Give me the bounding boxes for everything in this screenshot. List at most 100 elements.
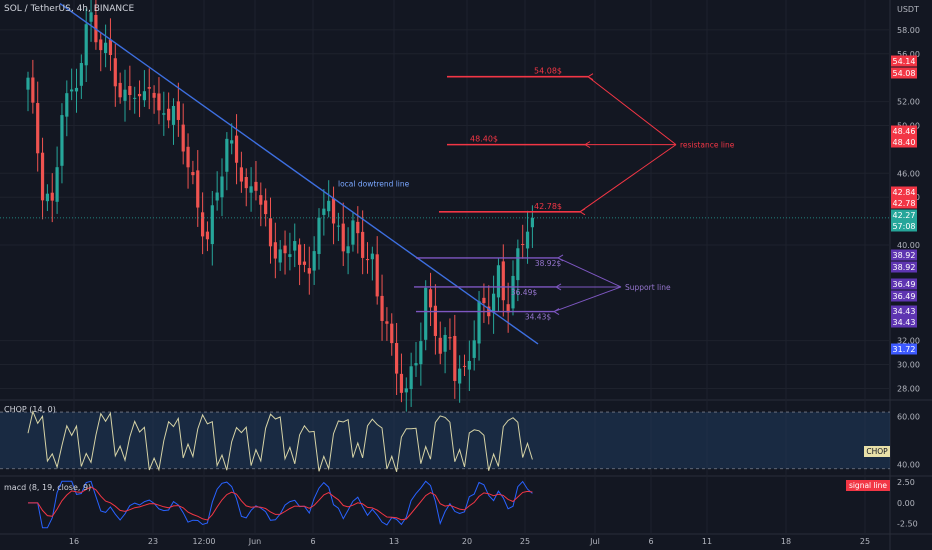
price-tag-box <box>891 290 917 302</box>
price-tag-text: 36.49 <box>893 292 916 301</box>
candle-body <box>273 242 277 259</box>
price-tag-text: 54.08 <box>893 69 916 78</box>
price-tag-box <box>891 186 917 198</box>
candle-body <box>365 259 370 261</box>
candle-body <box>244 176 248 189</box>
candle-body <box>191 172 195 176</box>
signal-tag-text: signal line <box>849 481 887 490</box>
downtrend-label: local dowtrend line <box>338 179 410 188</box>
price-tick-label: 40.00 <box>897 241 920 250</box>
candle-body <box>36 103 40 154</box>
time-tick-label: 6 <box>648 537 653 546</box>
support-level-label: 34.43$ <box>525 313 551 322</box>
candle-body <box>259 195 263 205</box>
price-tag-box <box>891 197 917 209</box>
candle-body <box>108 39 113 56</box>
chop-tick-label: 60.00 <box>897 412 920 421</box>
candle-body <box>26 77 30 90</box>
candle-body <box>74 87 79 92</box>
candle-body <box>70 89 74 92</box>
price-tick-label: 52.00 <box>897 98 920 107</box>
candle-body <box>530 217 534 228</box>
candle-body <box>278 249 282 263</box>
candle-body <box>60 115 64 166</box>
candle-body <box>288 254 292 257</box>
chop-line <box>27 409 533 472</box>
candle-body <box>443 334 447 352</box>
price-tag-text: 48.40 <box>893 138 916 147</box>
support-label: Support line <box>625 283 671 292</box>
resistance-pointer <box>579 144 677 213</box>
price-tag-box <box>891 125 917 137</box>
candle-body <box>268 218 273 247</box>
chop-tick-label: 40.00 <box>897 460 920 469</box>
price-tick-label: 30.00 <box>897 361 920 370</box>
candle-body <box>438 337 442 354</box>
candle-body <box>99 39 103 51</box>
time-tick-label: 11 <box>702 537 712 546</box>
price-tag-box <box>891 67 917 79</box>
candle-body <box>492 293 496 313</box>
candle-body <box>31 77 35 103</box>
resistance-level-label: 42.78$ <box>534 202 562 211</box>
axes: 58.0056.0052.0050.0046.0044.0040.0032.00… <box>69 26 920 546</box>
price-tag-text: 57:08 <box>892 222 915 231</box>
candle-body <box>196 170 200 208</box>
price-tag-box <box>891 305 917 317</box>
candle-body <box>128 86 132 96</box>
macd-tick-label: 2.50 <box>897 478 915 487</box>
price-tag-text: 42.84 <box>893 188 916 197</box>
candle-body <box>482 297 486 304</box>
candle-body <box>351 220 355 245</box>
time-tick-label: 16 <box>69 537 79 546</box>
price-tag-box <box>891 261 917 273</box>
candle-body <box>385 321 389 324</box>
time-tick-label: 18 <box>781 537 791 546</box>
candle-body <box>133 97 137 99</box>
candle-body <box>283 245 287 254</box>
candle-body <box>356 221 360 234</box>
candle-body <box>142 91 146 101</box>
candle-body <box>79 63 83 86</box>
candle-body <box>118 82 122 98</box>
macd-tick-label: -2.50 <box>897 520 918 529</box>
candle-body <box>152 92 156 98</box>
candle-body <box>346 246 350 254</box>
time-tick-label: 20 <box>462 537 472 546</box>
candle-body <box>167 108 171 121</box>
candle-body <box>234 135 239 163</box>
chart-header: SOL / TetherUS, 4h, BINANCE <box>4 4 135 14</box>
candle-body <box>433 305 437 336</box>
support-level-label: 38.92$ <box>535 259 561 268</box>
time-tick-label: 12:00 <box>192 537 215 546</box>
candle-body <box>331 198 336 224</box>
price-tag-text: 48.46 <box>893 127 916 136</box>
price-tag-box <box>891 249 917 261</box>
candle-body <box>123 89 127 101</box>
candle-body <box>453 335 457 381</box>
candle-body <box>181 124 185 152</box>
price-tag-text: 34.43 <box>893 318 916 327</box>
candle-body <box>428 289 433 308</box>
time-tick-label: 25 <box>860 537 870 546</box>
candle-body <box>40 152 45 201</box>
candles <box>26 0 534 412</box>
candle-body <box>312 251 316 271</box>
resistance-pointer <box>587 76 677 146</box>
support-level-label: 36.49$ <box>511 288 537 297</box>
time-tick-label: Jul <box>589 537 600 546</box>
candle-body <box>390 323 394 344</box>
price-tag-box <box>891 220 917 232</box>
candle-body <box>89 12 93 22</box>
candle-body <box>516 248 520 281</box>
chop-band-fill <box>0 412 890 469</box>
candle-body <box>521 244 525 246</box>
candle-body <box>157 93 161 111</box>
time-tick-label: 23 <box>148 537 158 546</box>
candle-body <box>215 192 219 201</box>
candle-body <box>230 140 234 144</box>
candle-body <box>162 113 166 115</box>
candle-body <box>147 87 151 89</box>
resistance-label: resistance line <box>680 141 735 150</box>
